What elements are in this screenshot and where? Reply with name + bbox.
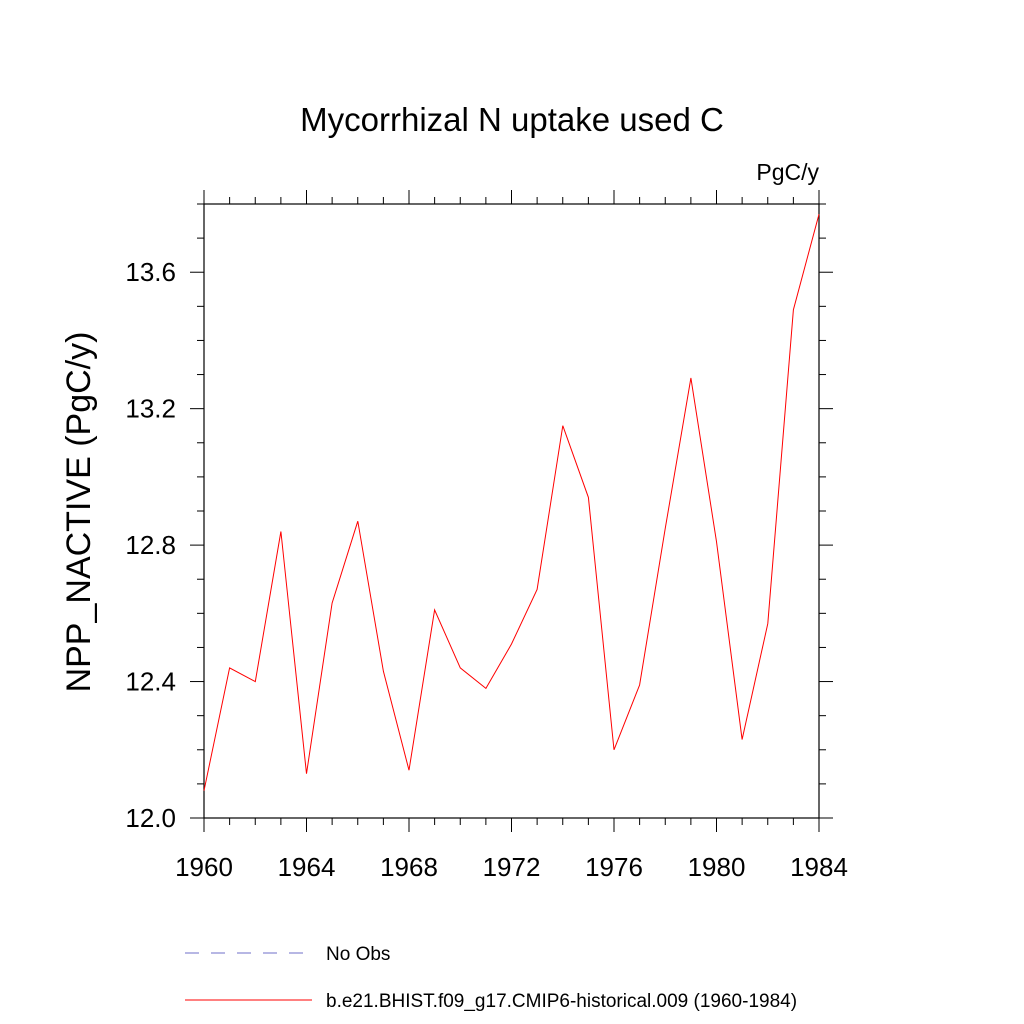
units-label: PgC/y bbox=[756, 159, 819, 185]
x-tick-label: 1960 bbox=[175, 852, 233, 882]
x-tick-label: 1980 bbox=[688, 852, 746, 882]
y-tick-label: 13.2 bbox=[125, 394, 176, 424]
legend: No Obs b.e21.BHIST.f09_g17.CMIP6-histori… bbox=[185, 944, 797, 1012]
plot-frame bbox=[203, 203, 820, 819]
y-tick-label: 12.0 bbox=[125, 803, 176, 833]
x-tick-label: 1984 bbox=[790, 852, 848, 882]
x-tick-label: 1964 bbox=[278, 852, 336, 882]
legend-label-historical: b.e21.BHIST.f09_g17.CMIP6-historical.009… bbox=[326, 991, 797, 1012]
series-line-historical bbox=[203, 214, 820, 791]
y-tick-label: 12.8 bbox=[125, 530, 176, 560]
chart-title: Mycorrhizal N uptake used C bbox=[300, 101, 724, 138]
axis-tick-labels: 1960 1964 1968 1972 1976 1980 1984 12.0 12.4 12.8… bbox=[125, 257, 848, 882]
y-tick-label: 13.6 bbox=[125, 257, 176, 287]
y-axis-label: NPP_NACTIVE (PgC/y) bbox=[60, 332, 98, 693]
y-tick-label: 12.4 bbox=[125, 667, 176, 697]
x-tick-label: 1972 bbox=[483, 852, 541, 882]
legend-label-no-obs: No Obs bbox=[326, 944, 390, 965]
x-tick-label: 1968 bbox=[380, 852, 438, 882]
x-tick-label: 1976 bbox=[585, 852, 643, 882]
axis-ticks bbox=[190, 190, 833, 832]
